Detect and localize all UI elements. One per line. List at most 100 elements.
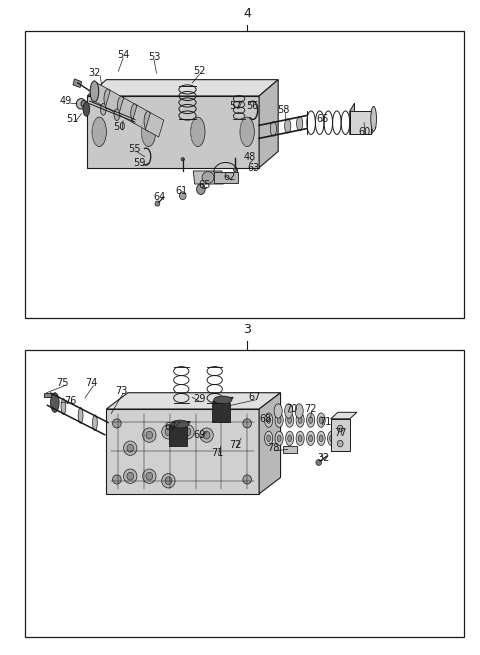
Polygon shape xyxy=(44,393,50,398)
Ellipse shape xyxy=(264,413,273,427)
Ellipse shape xyxy=(143,469,156,483)
Polygon shape xyxy=(119,98,137,122)
Polygon shape xyxy=(169,426,187,446)
Ellipse shape xyxy=(337,425,343,432)
Polygon shape xyxy=(331,412,357,419)
Ellipse shape xyxy=(131,104,138,124)
Ellipse shape xyxy=(181,424,194,439)
Ellipse shape xyxy=(214,396,232,404)
Text: 50: 50 xyxy=(113,122,125,132)
Text: 3: 3 xyxy=(243,323,251,336)
Text: 4: 4 xyxy=(243,7,251,20)
Ellipse shape xyxy=(81,100,87,107)
Text: 77: 77 xyxy=(334,428,347,438)
Ellipse shape xyxy=(337,440,343,447)
Ellipse shape xyxy=(288,417,291,423)
Polygon shape xyxy=(350,111,371,134)
Polygon shape xyxy=(92,83,110,107)
Text: 29: 29 xyxy=(193,394,205,404)
Ellipse shape xyxy=(275,431,283,445)
Ellipse shape xyxy=(61,399,66,415)
Polygon shape xyxy=(259,393,281,494)
Ellipse shape xyxy=(298,435,302,441)
Ellipse shape xyxy=(76,98,86,109)
Text: 73: 73 xyxy=(116,386,128,396)
Ellipse shape xyxy=(143,428,156,442)
Text: 60: 60 xyxy=(358,127,370,137)
Ellipse shape xyxy=(92,117,107,147)
Text: 64: 64 xyxy=(154,192,166,202)
Text: 52: 52 xyxy=(193,66,206,76)
Ellipse shape xyxy=(371,106,376,131)
Ellipse shape xyxy=(78,407,83,423)
Text: 66: 66 xyxy=(316,114,328,124)
Ellipse shape xyxy=(127,472,133,480)
Polygon shape xyxy=(193,171,223,184)
Polygon shape xyxy=(132,105,150,130)
Ellipse shape xyxy=(317,431,325,445)
Text: 53: 53 xyxy=(148,52,160,62)
Polygon shape xyxy=(87,80,278,96)
Ellipse shape xyxy=(90,81,99,102)
Ellipse shape xyxy=(184,428,191,436)
Polygon shape xyxy=(259,80,278,168)
Ellipse shape xyxy=(123,441,137,455)
Ellipse shape xyxy=(295,404,303,418)
Ellipse shape xyxy=(319,435,323,441)
Ellipse shape xyxy=(330,435,334,441)
Ellipse shape xyxy=(146,472,153,480)
Polygon shape xyxy=(169,421,191,426)
Text: 63: 63 xyxy=(247,162,260,173)
Text: 67: 67 xyxy=(248,392,261,402)
Text: 72: 72 xyxy=(229,440,241,450)
Polygon shape xyxy=(331,419,350,451)
Ellipse shape xyxy=(114,109,120,121)
Ellipse shape xyxy=(267,417,271,423)
Ellipse shape xyxy=(202,172,214,183)
Ellipse shape xyxy=(162,474,175,488)
Ellipse shape xyxy=(296,413,304,427)
Ellipse shape xyxy=(264,431,273,445)
Ellipse shape xyxy=(309,435,312,441)
Ellipse shape xyxy=(197,184,205,195)
Text: 76: 76 xyxy=(64,396,77,405)
Polygon shape xyxy=(145,113,164,137)
Text: 32: 32 xyxy=(88,68,101,78)
Text: 56: 56 xyxy=(246,101,258,111)
Ellipse shape xyxy=(317,413,325,427)
Ellipse shape xyxy=(104,89,112,109)
Ellipse shape xyxy=(142,117,156,147)
Ellipse shape xyxy=(191,117,205,147)
Text: 70: 70 xyxy=(285,404,298,414)
Ellipse shape xyxy=(83,102,90,116)
Ellipse shape xyxy=(113,419,121,428)
Text: 72: 72 xyxy=(304,404,317,414)
Text: 71: 71 xyxy=(319,417,331,427)
Text: 54: 54 xyxy=(117,50,129,60)
Ellipse shape xyxy=(144,111,152,131)
Ellipse shape xyxy=(165,428,172,436)
Ellipse shape xyxy=(233,168,237,172)
Text: 61: 61 xyxy=(176,185,188,196)
Polygon shape xyxy=(350,103,355,134)
Ellipse shape xyxy=(93,415,97,430)
Polygon shape xyxy=(214,172,238,183)
Ellipse shape xyxy=(270,122,276,136)
Ellipse shape xyxy=(162,424,175,439)
Text: 57: 57 xyxy=(229,101,241,111)
Text: 48: 48 xyxy=(243,151,256,162)
Text: 65: 65 xyxy=(198,180,210,191)
Ellipse shape xyxy=(203,431,210,439)
Ellipse shape xyxy=(165,477,172,485)
Ellipse shape xyxy=(316,460,322,466)
Ellipse shape xyxy=(307,431,315,445)
Text: 51: 51 xyxy=(66,114,78,124)
Ellipse shape xyxy=(123,469,137,483)
Ellipse shape xyxy=(296,431,304,445)
Text: 68: 68 xyxy=(259,414,271,424)
Text: 55: 55 xyxy=(128,144,140,154)
Ellipse shape xyxy=(50,393,59,412)
Polygon shape xyxy=(105,90,124,115)
Ellipse shape xyxy=(298,417,302,423)
Polygon shape xyxy=(350,126,376,134)
